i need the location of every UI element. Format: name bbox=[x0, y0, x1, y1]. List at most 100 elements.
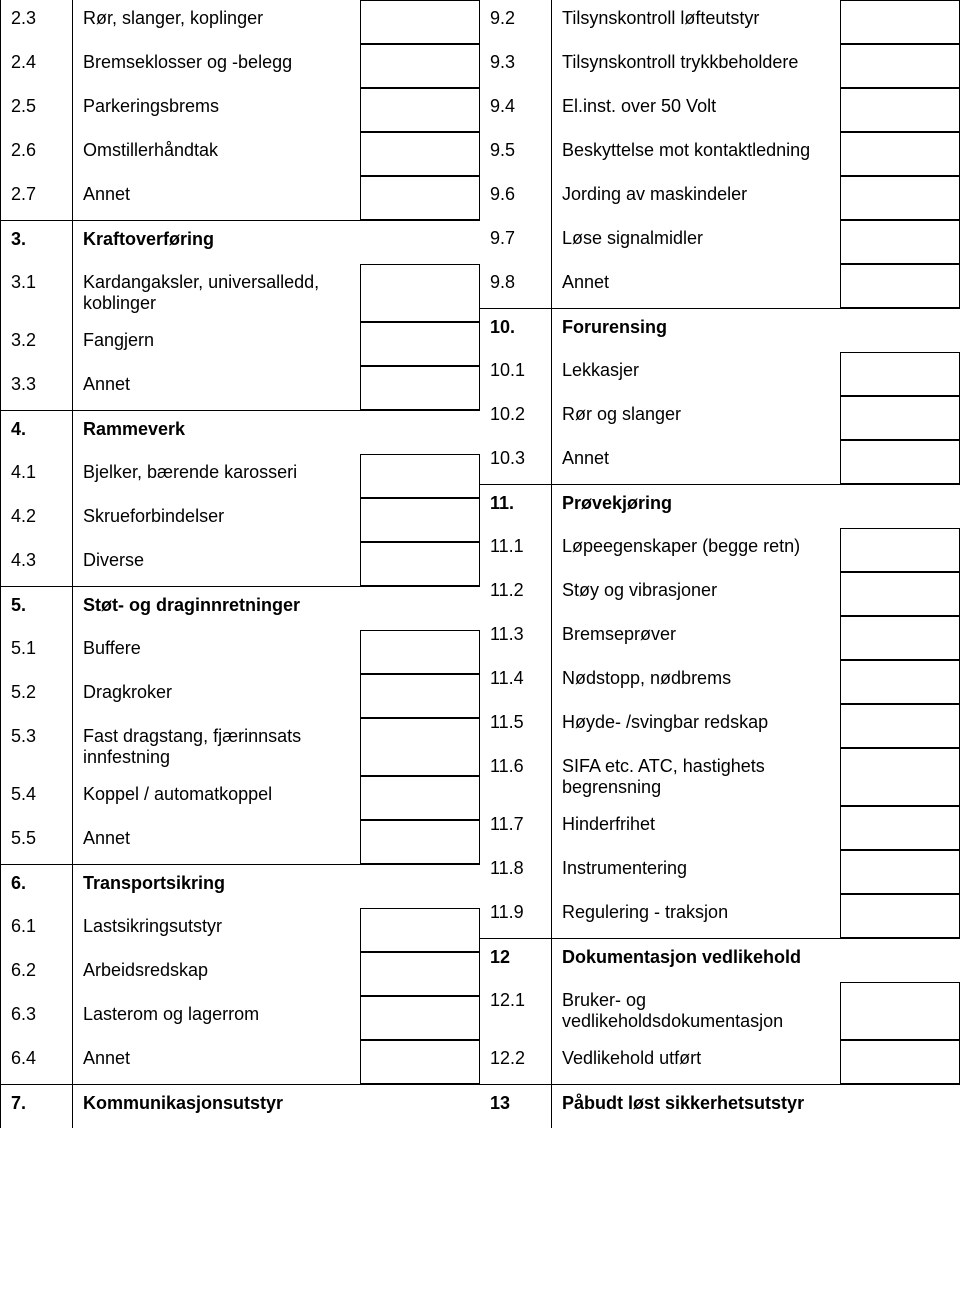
check-box[interactable] bbox=[840, 396, 960, 440]
item-label: Støt- og draginnretninger bbox=[73, 587, 360, 630]
check-box[interactable] bbox=[360, 0, 480, 44]
table-row: 11.2Støy og vibrasjoner bbox=[480, 572, 960, 616]
spacer bbox=[840, 939, 960, 982]
item-number: 3. bbox=[1, 221, 73, 264]
item-number: 3.1 bbox=[1, 264, 73, 322]
check-box[interactable] bbox=[840, 44, 960, 88]
check-box[interactable] bbox=[360, 674, 480, 718]
table-row: 11.9Regulering - traksjon bbox=[480, 894, 960, 938]
check-box[interactable] bbox=[840, 264, 960, 308]
item-label: Annet bbox=[73, 820, 360, 864]
table-row: 10.Forurensing bbox=[480, 308, 960, 352]
item-number: 3.2 bbox=[1, 322, 73, 366]
check-box[interactable] bbox=[840, 440, 960, 484]
item-number: 10. bbox=[480, 309, 552, 352]
table-row: 9.7Løse signalmidler bbox=[480, 220, 960, 264]
item-label: Jording av maskindeler bbox=[552, 176, 840, 220]
item-number: 2.5 bbox=[1, 88, 73, 132]
check-box[interactable] bbox=[840, 894, 960, 938]
table-row: 4.1Bjelker, bærende karosseri bbox=[1, 454, 480, 498]
check-box[interactable] bbox=[360, 630, 480, 674]
check-box[interactable] bbox=[360, 132, 480, 176]
item-number: 11.4 bbox=[480, 660, 552, 704]
item-label: Tilsynskontroll løfteutstyr bbox=[552, 0, 840, 44]
check-box[interactable] bbox=[840, 176, 960, 220]
check-box[interactable] bbox=[840, 660, 960, 704]
check-box[interactable] bbox=[360, 264, 480, 322]
table-row: 12Dokumentasjon vedlikehold bbox=[480, 938, 960, 982]
item-label: Annet bbox=[552, 264, 840, 308]
check-box[interactable] bbox=[840, 0, 960, 44]
item-number: 6.1 bbox=[1, 908, 73, 952]
item-label: Kommunikasjonsutstyr bbox=[73, 1085, 360, 1128]
item-label: Rør, slanger, koplinger bbox=[73, 0, 360, 44]
check-box[interactable] bbox=[840, 88, 960, 132]
item-label: Diverse bbox=[73, 542, 360, 586]
check-box[interactable] bbox=[360, 996, 480, 1040]
check-box[interactable] bbox=[840, 352, 960, 396]
item-number: 6.2 bbox=[1, 952, 73, 996]
table-row: 11.1Løpeegenskaper (begge retn) bbox=[480, 528, 960, 572]
item-number: 5. bbox=[1, 587, 73, 630]
item-number: 4.3 bbox=[1, 542, 73, 586]
check-box[interactable] bbox=[840, 220, 960, 264]
item-number: 11.6 bbox=[480, 748, 552, 806]
check-box[interactable] bbox=[360, 718, 480, 776]
item-number: 2.7 bbox=[1, 176, 73, 220]
check-box[interactable] bbox=[360, 366, 480, 410]
item-number: 5.3 bbox=[1, 718, 73, 776]
item-label: Kraftoverføring bbox=[73, 221, 360, 264]
item-label: Annet bbox=[552, 440, 840, 484]
check-box[interactable] bbox=[840, 572, 960, 616]
spacer bbox=[360, 411, 480, 454]
check-box[interactable] bbox=[840, 528, 960, 572]
check-box[interactable] bbox=[360, 776, 480, 820]
check-box[interactable] bbox=[360, 322, 480, 366]
item-label: Lastsikringsutstyr bbox=[73, 908, 360, 952]
check-box[interactable] bbox=[840, 982, 960, 1040]
check-box[interactable] bbox=[360, 498, 480, 542]
table-row: 6.Transportsikring bbox=[1, 864, 480, 908]
item-label: Annet bbox=[73, 366, 360, 410]
table-row: 3.3Annet bbox=[1, 366, 480, 410]
item-number: 10.2 bbox=[480, 396, 552, 440]
check-box[interactable] bbox=[360, 44, 480, 88]
right-column: 9.2Tilsynskontroll løfteutstyr9.3Tilsyns… bbox=[480, 0, 960, 1128]
check-box[interactable] bbox=[360, 88, 480, 132]
check-box[interactable] bbox=[360, 454, 480, 498]
check-box[interactable] bbox=[360, 908, 480, 952]
item-number: 5.1 bbox=[1, 630, 73, 674]
table-row: 4.2Skrueforbindelser bbox=[1, 498, 480, 542]
item-label: Transportsikring bbox=[73, 865, 360, 908]
check-box[interactable] bbox=[840, 616, 960, 660]
item-label: Løpeegenskaper (begge retn) bbox=[552, 528, 840, 572]
check-box[interactable] bbox=[840, 132, 960, 176]
item-number: 2.6 bbox=[1, 132, 73, 176]
check-box[interactable] bbox=[360, 820, 480, 864]
table-row: 7.Kommunikasjonsutstyr bbox=[1, 1084, 480, 1128]
table-row: 2.5Parkeringsbrems bbox=[1, 88, 480, 132]
table-row: 9.8Annet bbox=[480, 264, 960, 308]
check-box[interactable] bbox=[360, 952, 480, 996]
table-row: 5.4Koppel / automatkoppel bbox=[1, 776, 480, 820]
check-box[interactable] bbox=[360, 542, 480, 586]
table-row: 6.4Annet bbox=[1, 1040, 480, 1084]
check-box[interactable] bbox=[840, 850, 960, 894]
table-row: 11.5Høyde- /svingbar redskap bbox=[480, 704, 960, 748]
item-label: Bremseprøver bbox=[552, 616, 840, 660]
check-box[interactable] bbox=[840, 806, 960, 850]
table-row: 11.Prøvekjøring bbox=[480, 484, 960, 528]
item-label: Bremseklosser og -belegg bbox=[73, 44, 360, 88]
item-number: 9.4 bbox=[480, 88, 552, 132]
check-box[interactable] bbox=[360, 176, 480, 220]
item-number: 10.3 bbox=[480, 440, 552, 484]
spacer bbox=[840, 485, 960, 528]
check-box[interactable] bbox=[840, 1040, 960, 1084]
check-box[interactable] bbox=[360, 1040, 480, 1084]
check-box[interactable] bbox=[840, 748, 960, 806]
check-box[interactable] bbox=[840, 704, 960, 748]
item-label: Rammeverk bbox=[73, 411, 360, 454]
item-label: Regulering - traksjon bbox=[552, 894, 840, 938]
item-number: 12.1 bbox=[480, 982, 552, 1040]
table-row: 10.1Lekkasjer bbox=[480, 352, 960, 396]
